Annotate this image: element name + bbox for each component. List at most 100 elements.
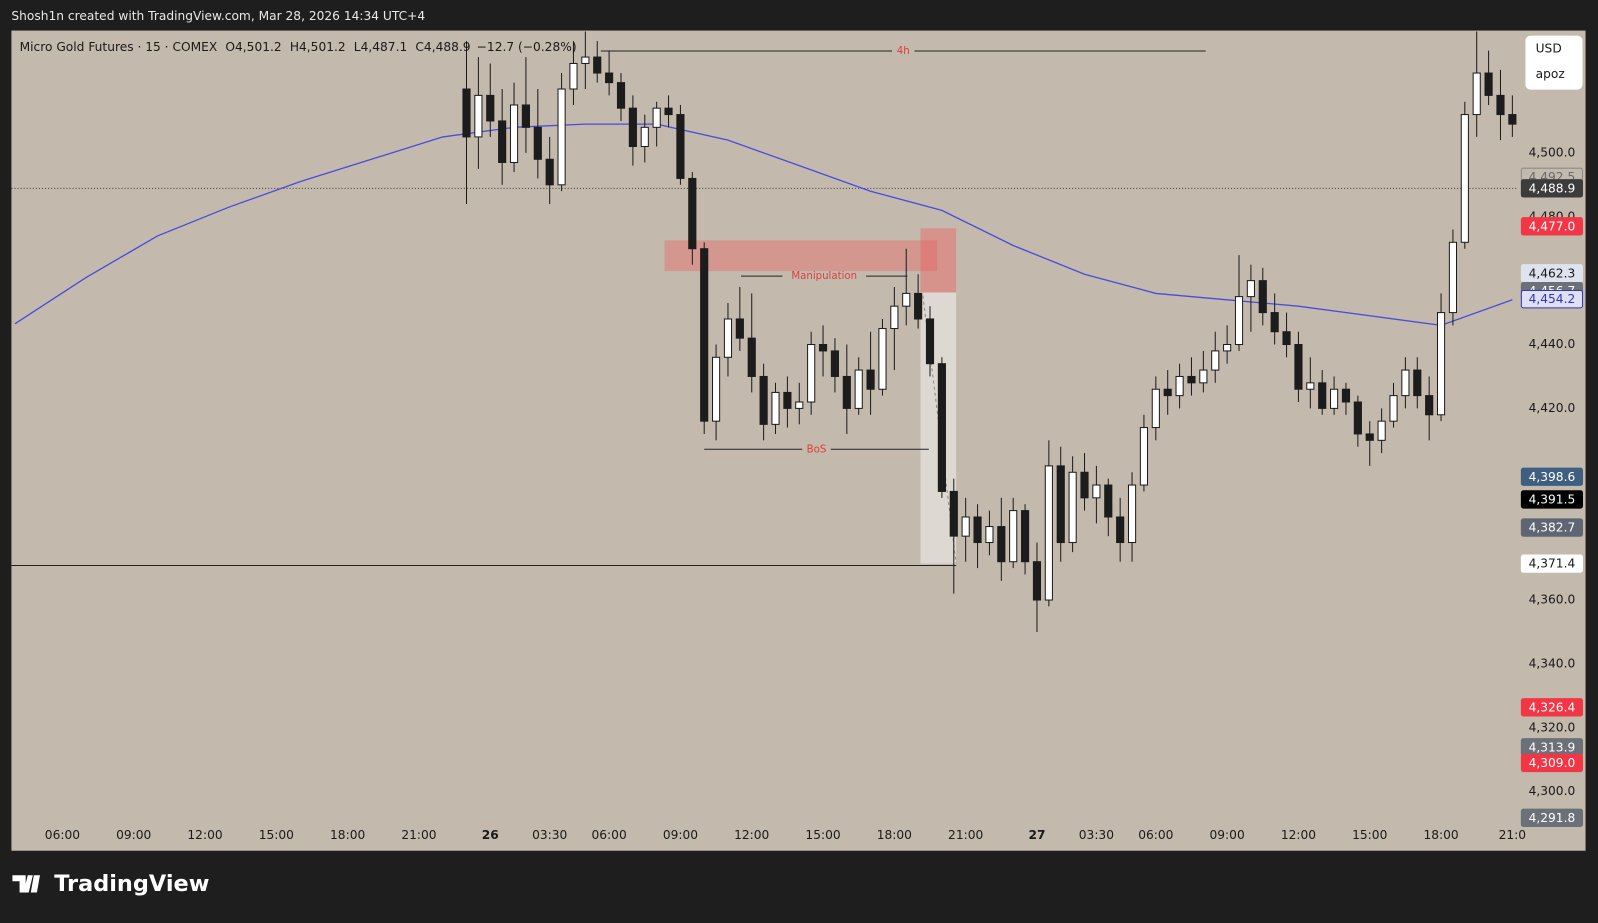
candle-body [1104, 484, 1113, 518]
candle-body [1413, 369, 1422, 397]
ohlc: O4,501.2 [225, 39, 281, 53]
price-badge [1520, 808, 1584, 828]
price-badge-label: 4,477.0 [1529, 219, 1576, 233]
candle-body [616, 82, 626, 109]
y-tick-label: 4,440.0 [1529, 337, 1576, 351]
candle-body [1496, 94, 1505, 116]
candle-body [866, 369, 875, 390]
candle-body [818, 344, 828, 352]
candle-body [581, 56, 590, 64]
candle-body [1365, 433, 1374, 441]
candle-body [593, 56, 602, 74]
candle-body [664, 107, 673, 116]
x-tick-label: 27 [1028, 828, 1045, 842]
price-badge-label: 4,313.9 [1529, 740, 1576, 754]
x-tick-label: 18:00 [330, 828, 365, 842]
legend-box[interactable]: USD apoz [1525, 35, 1583, 90]
candle-body [1294, 344, 1303, 390]
candle-body [474, 94, 483, 138]
price-badge [1520, 264, 1584, 283]
price-badge-label: 4,309.0 [1529, 756, 1576, 770]
candle-body [973, 516, 982, 544]
candle-body [521, 104, 530, 128]
price-badge-label: 4,382.7 [1529, 521, 1576, 535]
price-badge [1520, 467, 1584, 486]
price-badge [1520, 698, 1584, 717]
candle-body [640, 126, 649, 148]
x-tick-label: 18:00 [877, 828, 912, 842]
level-label: BoS [807, 444, 827, 455]
candle-body [1092, 484, 1101, 499]
legend-item: apoz [1536, 67, 1565, 81]
candle-body [652, 107, 661, 128]
y-tick-label: 4,340.0 [1529, 656, 1576, 670]
x-tick-label: 18:00 [1423, 828, 1458, 842]
zone [664, 240, 938, 272]
price-badge [1520, 217, 1584, 236]
legend-line: Micro Gold Futures · 15 · COMEX O4,501.2 H… [20, 39, 577, 53]
candle-body [1127, 484, 1137, 544]
candle-body [1056, 465, 1065, 544]
x-tick-label: 21:00 [401, 828, 436, 842]
candle-body [1223, 344, 1232, 352]
candle-body [771, 391, 780, 425]
x-tick-label: 12:00 [1281, 828, 1316, 842]
candle-body [1448, 241, 1458, 314]
candle-body [533, 126, 542, 160]
candle-body [498, 120, 507, 163]
x-tick-label: 21:0 [1499, 828, 1526, 842]
y-tick-label: 4,360.0 [1529, 593, 1576, 607]
logo-text: TradingView [54, 871, 209, 897]
candle-body [1436, 312, 1446, 416]
candle-body [1258, 280, 1267, 314]
candle-body [1151, 388, 1160, 429]
candle-body [1009, 510, 1018, 563]
candle-body [1080, 471, 1089, 499]
candle-body [854, 369, 863, 409]
x-tick-label: 06:00 [45, 828, 80, 842]
candle-body [1163, 388, 1172, 397]
candle-body [1234, 296, 1244, 346]
candle-body [545, 158, 554, 186]
candle-body [830, 350, 840, 377]
price-badge-label: 4,391.5 [1529, 492, 1576, 506]
symbol-title: Micro Gold Futures · 15 · COMEX [20, 39, 218, 53]
x-tick-label: 12:00 [187, 828, 222, 842]
level-label: 4h [897, 46, 910, 57]
footer-logo[interactable]: TradingView [12, 871, 209, 897]
x-tick-label: 15:00 [259, 828, 294, 842]
price-badge-label: 4,371.4 [1529, 557, 1576, 571]
x-tick-label: 06:00 [592, 828, 627, 842]
candle-body [902, 292, 911, 307]
y-tick-label: 4,500.0 [1529, 145, 1576, 159]
candle-body [1032, 561, 1042, 601]
candle-body [1330, 388, 1339, 409]
candle-body [878, 328, 887, 390]
x-tick-label: 26 [482, 828, 499, 842]
candle-body [1472, 72, 1481, 116]
y-tick-label: 4,420.0 [1529, 401, 1576, 415]
candle-body [723, 318, 733, 358]
price-badge-label: 4,462.3 [1529, 266, 1576, 280]
candle-body [1068, 471, 1077, 544]
candle-body [1211, 350, 1220, 371]
price-badge [1520, 753, 1584, 773]
candle-body [700, 248, 709, 422]
candle-body [985, 526, 994, 544]
x-tick-label: 03:30 [532, 828, 567, 842]
candle-body [1341, 388, 1351, 403]
chart-area [11, 30, 1586, 851]
candle-body [807, 344, 816, 403]
candle-body [557, 88, 566, 186]
x-tick-label: 03:30 [1079, 828, 1114, 842]
logo-icon [12, 875, 40, 893]
x-tick-label: 06:00 [1138, 828, 1173, 842]
price-axis: 4,500.04,480.04,440.04,420.04,360.04,340… [1520, 145, 1584, 828]
candle-body [925, 318, 935, 365]
price-badge [1520, 179, 1584, 198]
y-tick-label: 4,320.0 [1529, 720, 1576, 734]
price-badge-label: 4,454.2 [1529, 292, 1576, 306]
candle-body [1508, 114, 1517, 125]
candle-body [688, 177, 697, 250]
candle-body [1484, 72, 1493, 96]
